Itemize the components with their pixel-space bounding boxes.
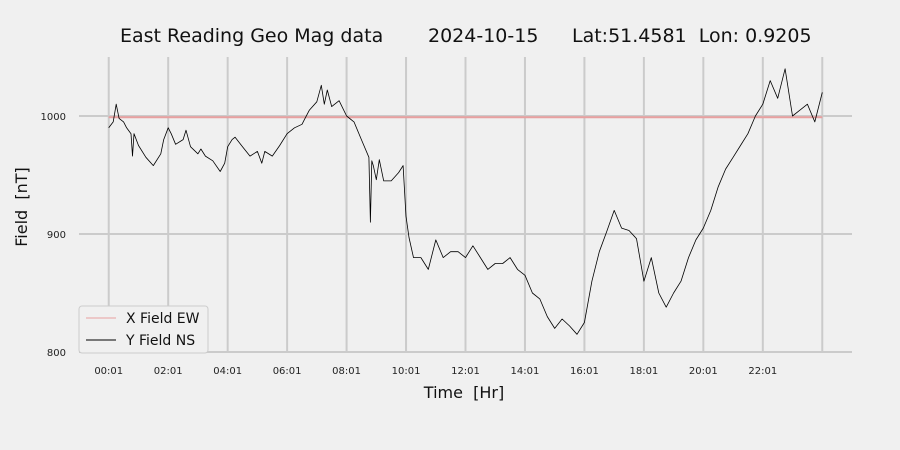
grid — [79, 57, 852, 353]
y-tick-label: 900 — [47, 230, 66, 241]
title-station: East Reading Geo Mag data — [120, 25, 383, 47]
x-tick-label: 14:01 — [511, 366, 540, 377]
x-tick-label: 00:01 — [94, 366, 123, 377]
series-lines — [108, 68, 823, 335]
x-tick-label: 20:01 — [689, 366, 718, 377]
x-tick-labels: 00:01 02:01 04:01 06:01 08:01 10:01 12:01 14:01… — [94, 366, 777, 377]
x-tick-label: 18:01 — [629, 366, 658, 377]
y-tick-label: 1000 — [41, 112, 66, 123]
x-tick-label: 06:01 — [273, 366, 302, 377]
title-location: Lat:51.4581 Lon: 0.9205 — [572, 25, 812, 47]
legend-label-y-field: Y Field NS — [125, 333, 195, 349]
y-axis-label: Field [nT] — [12, 167, 31, 247]
x-tick-label: 02:01 — [154, 366, 183, 377]
legend-label-x-field: X Field EW — [126, 311, 200, 327]
x-tick-label: 12:01 — [451, 366, 480, 377]
series-line-y-field — [108, 68, 823, 335]
chart-title: East Reading Geo Mag data 2024-10-15 Lat… — [120, 25, 812, 47]
y-tick-label: 800 — [47, 348, 66, 359]
title-date: 2024-10-15 — [428, 25, 538, 47]
y-tick-labels: 800 900 1000 — [41, 112, 66, 359]
legend: X Field EW Y Field NS — [78, 305, 209, 354]
x-axis-label: Time [Hr] — [423, 383, 504, 402]
x-tick-label: 22:01 — [748, 366, 777, 377]
x-tick-label: 04:01 — [213, 366, 242, 377]
x-tick-label: 16:01 — [570, 366, 599, 377]
x-tick-label: 08:01 — [332, 366, 361, 377]
x-tick-label: 10:01 — [392, 366, 421, 377]
